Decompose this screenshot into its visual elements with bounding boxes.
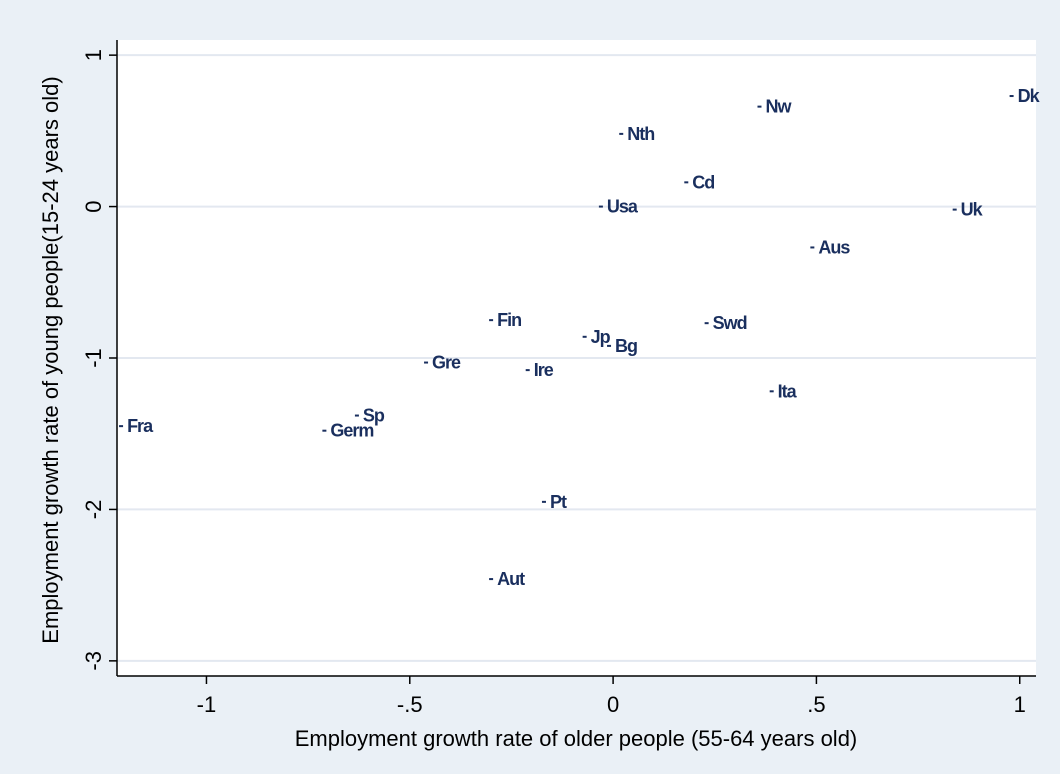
point-label: Fra (127, 416, 154, 436)
point-label: Pt (550, 492, 567, 512)
point-label: Germ (330, 421, 373, 441)
data-point (810, 246, 815, 249)
data-point (704, 322, 709, 325)
y-tick-label: -2 (81, 500, 106, 520)
y-tick-label: 0 (81, 200, 106, 212)
y-tick-label: -1 (81, 348, 106, 368)
point-label: Sp (363, 406, 385, 426)
x-tick-label: 1 (1014, 692, 1026, 717)
data-point (952, 208, 957, 211)
point-label: Usa (607, 197, 639, 217)
data-point (489, 578, 494, 581)
point-label: Aus (818, 237, 850, 257)
data-point (607, 344, 612, 347)
y-tick-label: 1 (81, 49, 106, 61)
data-point (684, 181, 689, 184)
data-point (757, 105, 762, 108)
data-point (598, 205, 603, 208)
data-point (769, 390, 774, 393)
point-label: Nth (627, 124, 654, 144)
point-label: Uk (961, 200, 984, 220)
point-label: Ire (534, 360, 554, 380)
point-label: Cd (692, 172, 714, 192)
axes: 1 0 -1 -2 -3 -1 -.5 0 .5 1 (81, 40, 1036, 717)
data-point (541, 500, 546, 503)
data-point (525, 369, 530, 372)
y-axis-title: Employment growth rate of young people(1… (38, 76, 63, 643)
x-axis-title: Employment growth rate of older people (… (295, 726, 858, 751)
data-point (619, 132, 624, 135)
point-label: Aut (497, 569, 525, 589)
gridlines (117, 54, 1036, 662)
data-point (119, 425, 124, 428)
point-label: Jp (591, 327, 611, 347)
data-points: Dk Nw Nth Cd Usa Uk Aus Fin Swd Jp Bg Gre Ire Ita Sp Fr… (119, 86, 1042, 589)
x-tick-label: -.5 (397, 692, 423, 717)
point-label: Gre (432, 353, 461, 373)
data-point (424, 361, 429, 364)
x-tick-label: .5 (807, 692, 825, 717)
point-label: Fin (497, 310, 521, 330)
point-label: Bg (615, 336, 637, 356)
data-point (322, 429, 327, 432)
x-tick-label: -1 (197, 692, 217, 717)
data-point (354, 414, 359, 417)
data-point (489, 319, 494, 322)
data-point (582, 335, 587, 338)
point-label: Swd (713, 313, 747, 333)
point-label: Dk (1018, 86, 1041, 106)
point-label: Ita (778, 381, 798, 401)
x-tick-label: 0 (607, 692, 619, 717)
y-tick-label: -3 (81, 651, 106, 671)
point-label: Nw (765, 97, 792, 117)
data-point (1009, 95, 1014, 98)
